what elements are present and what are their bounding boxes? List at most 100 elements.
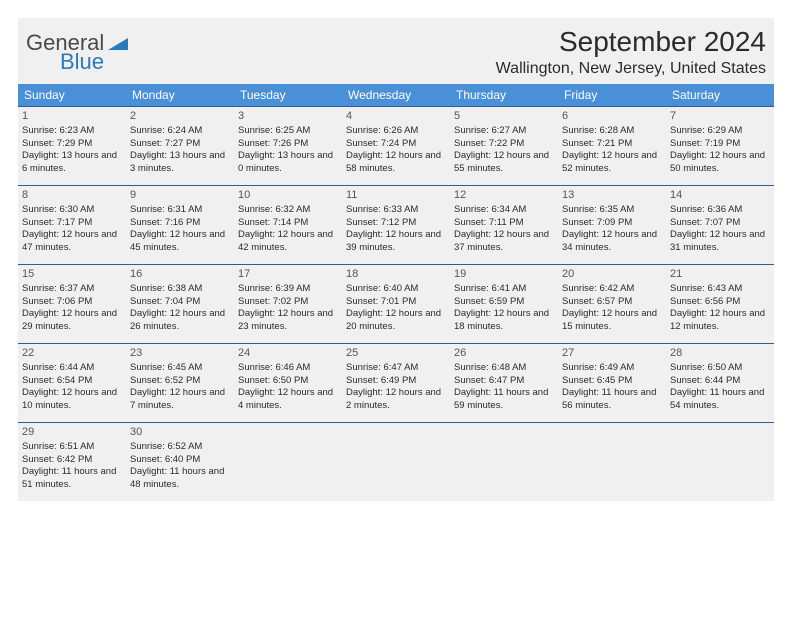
logo: General Blue xyxy=(26,30,128,56)
daylight-text: Daylight: 12 hours and 15 minutes. xyxy=(562,308,662,334)
sunrise-text: Sunrise: 6:27 AM xyxy=(454,125,554,138)
daylight-text: Daylight: 11 hours and 51 minutes. xyxy=(22,466,122,492)
day-cell: 2Sunrise: 6:24 AMSunset: 7:27 PMDaylight… xyxy=(126,107,234,185)
daylight-text: Daylight: 12 hours and 31 minutes. xyxy=(670,229,770,255)
day-cell: 7Sunrise: 6:29 AMSunset: 7:19 PMDaylight… xyxy=(666,107,774,185)
day-number: 22 xyxy=(22,346,122,361)
sunset-text: Sunset: 7:26 PM xyxy=(238,138,338,151)
days-of-week-row: Sunday Monday Tuesday Wednesday Thursday… xyxy=(18,84,774,106)
day-number: 11 xyxy=(346,188,446,203)
sunrise-text: Sunrise: 6:50 AM xyxy=(670,362,770,375)
daylight-text: Daylight: 12 hours and 20 minutes. xyxy=(346,308,446,334)
sunrise-text: Sunrise: 6:36 AM xyxy=(670,204,770,217)
day-cell: 6Sunrise: 6:28 AMSunset: 7:21 PMDaylight… xyxy=(558,107,666,185)
day-cell: 18Sunrise: 6:40 AMSunset: 7:01 PMDayligh… xyxy=(342,265,450,343)
daylight-text: Daylight: 12 hours and 26 minutes. xyxy=(130,308,230,334)
sunset-text: Sunset: 6:44 PM xyxy=(670,375,770,388)
dow-cell: Thursday xyxy=(450,84,558,106)
sunrise-text: Sunrise: 6:29 AM xyxy=(670,125,770,138)
daylight-text: Daylight: 12 hours and 45 minutes. xyxy=(130,229,230,255)
sunrise-text: Sunrise: 6:35 AM xyxy=(562,204,662,217)
sunset-text: Sunset: 7:22 PM xyxy=(454,138,554,151)
sunrise-text: Sunrise: 6:44 AM xyxy=(22,362,122,375)
day-cell: 4Sunrise: 6:26 AMSunset: 7:24 PMDaylight… xyxy=(342,107,450,185)
sunrise-text: Sunrise: 6:31 AM xyxy=(130,204,230,217)
sunrise-text: Sunrise: 6:40 AM xyxy=(346,283,446,296)
week-row: 1Sunrise: 6:23 AMSunset: 7:29 PMDaylight… xyxy=(18,106,774,185)
day-cell xyxy=(666,423,774,501)
day-cell: 21Sunrise: 6:43 AMSunset: 6:56 PMDayligh… xyxy=(666,265,774,343)
day-number: 4 xyxy=(346,109,446,124)
sunset-text: Sunset: 7:17 PM xyxy=(22,217,122,230)
day-cell xyxy=(234,423,342,501)
sunrise-text: Sunrise: 6:43 AM xyxy=(670,283,770,296)
day-number: 18 xyxy=(346,267,446,282)
sunrise-text: Sunrise: 6:39 AM xyxy=(238,283,338,296)
dow-cell: Tuesday xyxy=(234,84,342,106)
sunset-text: Sunset: 7:19 PM xyxy=(670,138,770,151)
week-row: 8Sunrise: 6:30 AMSunset: 7:17 PMDaylight… xyxy=(18,185,774,264)
week-row: 15Sunrise: 6:37 AMSunset: 7:06 PMDayligh… xyxy=(18,264,774,343)
day-number: 27 xyxy=(562,346,662,361)
day-number: 12 xyxy=(454,188,554,203)
day-number: 15 xyxy=(22,267,122,282)
daylight-text: Daylight: 12 hours and 47 minutes. xyxy=(22,229,122,255)
dow-cell: Wednesday xyxy=(342,84,450,106)
sunset-text: Sunset: 7:07 PM xyxy=(670,217,770,230)
day-cell: 20Sunrise: 6:42 AMSunset: 6:57 PMDayligh… xyxy=(558,265,666,343)
logo-triangle-icon xyxy=(108,30,128,56)
daylight-text: Daylight: 12 hours and 50 minutes. xyxy=(670,150,770,176)
day-cell: 22Sunrise: 6:44 AMSunset: 6:54 PMDayligh… xyxy=(18,344,126,422)
day-cell: 1Sunrise: 6:23 AMSunset: 7:29 PMDaylight… xyxy=(18,107,126,185)
sunrise-text: Sunrise: 6:46 AM xyxy=(238,362,338,375)
sunset-text: Sunset: 6:59 PM xyxy=(454,296,554,309)
daylight-text: Daylight: 12 hours and 23 minutes. xyxy=(238,308,338,334)
sunset-text: Sunset: 6:47 PM xyxy=(454,375,554,388)
sunset-text: Sunset: 7:27 PM xyxy=(130,138,230,151)
sunset-text: Sunset: 6:50 PM xyxy=(238,375,338,388)
daylight-text: Daylight: 12 hours and 2 minutes. xyxy=(346,387,446,413)
sunset-text: Sunset: 7:12 PM xyxy=(346,217,446,230)
day-number: 13 xyxy=(562,188,662,203)
sunset-text: Sunset: 6:52 PM xyxy=(130,375,230,388)
dow-cell: Saturday xyxy=(666,84,774,106)
day-number: 10 xyxy=(238,188,338,203)
day-number: 7 xyxy=(670,109,770,124)
day-number: 20 xyxy=(562,267,662,282)
sunset-text: Sunset: 7:01 PM xyxy=(346,296,446,309)
daylight-text: Daylight: 13 hours and 6 minutes. xyxy=(22,150,122,176)
sunrise-text: Sunrise: 6:48 AM xyxy=(454,362,554,375)
daylight-text: Daylight: 11 hours and 56 minutes. xyxy=(562,387,662,413)
day-number: 29 xyxy=(22,425,122,440)
sunrise-text: Sunrise: 6:42 AM xyxy=(562,283,662,296)
sunrise-text: Sunrise: 6:24 AM xyxy=(130,125,230,138)
header: General Blue September 2024 Wallington, … xyxy=(18,18,774,84)
sunrise-text: Sunrise: 6:47 AM xyxy=(346,362,446,375)
day-cell: 11Sunrise: 6:33 AMSunset: 7:12 PMDayligh… xyxy=(342,186,450,264)
sunset-text: Sunset: 7:09 PM xyxy=(562,217,662,230)
daylight-text: Daylight: 12 hours and 58 minutes. xyxy=(346,150,446,176)
dow-cell: Friday xyxy=(558,84,666,106)
sunset-text: Sunset: 7:02 PM xyxy=(238,296,338,309)
sunset-text: Sunset: 7:14 PM xyxy=(238,217,338,230)
logo-text-blue: Blue xyxy=(60,49,104,74)
daylight-text: Daylight: 12 hours and 18 minutes. xyxy=(454,308,554,334)
day-cell: 28Sunrise: 6:50 AMSunset: 6:44 PMDayligh… xyxy=(666,344,774,422)
day-cell: 16Sunrise: 6:38 AMSunset: 7:04 PMDayligh… xyxy=(126,265,234,343)
sunset-text: Sunset: 6:42 PM xyxy=(22,454,122,467)
dow-cell: Monday xyxy=(126,84,234,106)
day-number: 17 xyxy=(238,267,338,282)
sunset-text: Sunset: 7:29 PM xyxy=(22,138,122,151)
day-number: 21 xyxy=(670,267,770,282)
day-number: 26 xyxy=(454,346,554,361)
day-number: 14 xyxy=(670,188,770,203)
sunset-text: Sunset: 7:21 PM xyxy=(562,138,662,151)
day-cell: 3Sunrise: 6:25 AMSunset: 7:26 PMDaylight… xyxy=(234,107,342,185)
day-cell: 24Sunrise: 6:46 AMSunset: 6:50 PMDayligh… xyxy=(234,344,342,422)
day-number: 28 xyxy=(670,346,770,361)
sunrise-text: Sunrise: 6:52 AM xyxy=(130,441,230,454)
day-cell: 23Sunrise: 6:45 AMSunset: 6:52 PMDayligh… xyxy=(126,344,234,422)
sunset-text: Sunset: 6:56 PM xyxy=(670,296,770,309)
sunrise-text: Sunrise: 6:49 AM xyxy=(562,362,662,375)
sunrise-text: Sunrise: 6:28 AM xyxy=(562,125,662,138)
